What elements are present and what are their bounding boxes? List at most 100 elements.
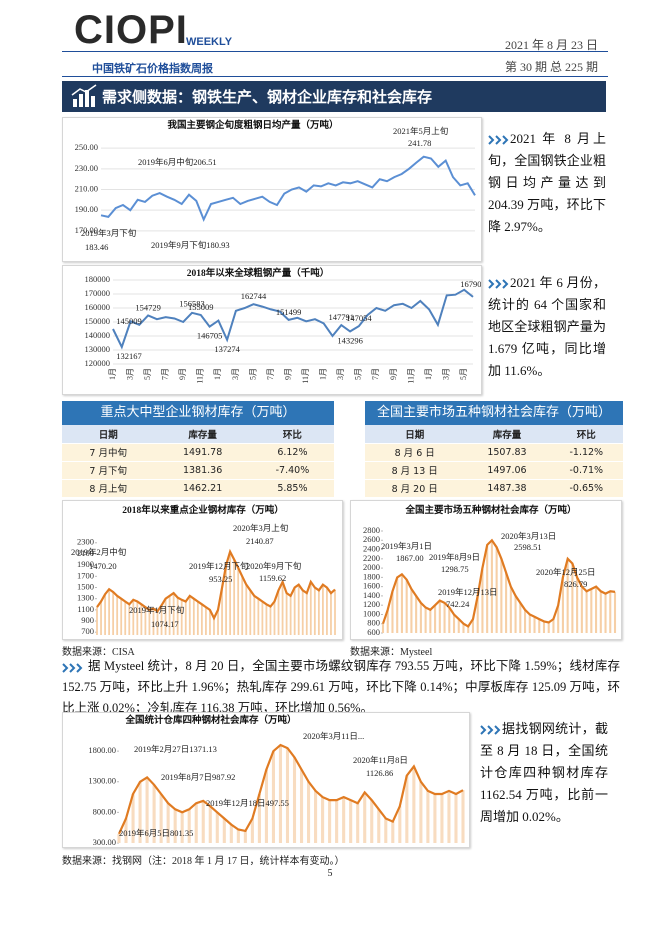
annotation: 2020年3月13日 (501, 531, 556, 541)
bar (140, 604, 143, 635)
annotation: 2019年9月下旬180.93 (151, 240, 230, 250)
annotation: 2019年2月中旬 (71, 547, 126, 557)
cell: 7 月中旬 (62, 443, 155, 462)
bar (301, 590, 304, 635)
chart-box: 全国统计仓库四种钢材社会库存（万吨） 300.00 800.00 1300.00 180… (62, 712, 470, 848)
bar (309, 581, 312, 635)
bar (481, 568, 484, 633)
bar (307, 781, 311, 843)
bar (434, 605, 437, 633)
bar (604, 593, 607, 633)
bar (391, 821, 395, 843)
bar (443, 602, 446, 633)
y-tick-label: 1500 (77, 581, 94, 591)
bar (580, 586, 583, 633)
bar (100, 601, 102, 635)
bar (585, 591, 588, 633)
bar (173, 809, 177, 843)
paragraph: 据 Mysteel 统计，8 月 20 日，全国主要市场螺纹钢库存 793.55… (62, 659, 620, 715)
bar (200, 604, 203, 635)
annotation: 1298.75 (441, 564, 469, 574)
bar (356, 803, 360, 843)
annotation: 183.46 (85, 242, 108, 252)
bar (542, 621, 546, 633)
bar (462, 623, 465, 633)
bar (461, 790, 465, 843)
bar (317, 590, 320, 635)
bar (217, 609, 219, 635)
x-tick-label: 11月 (406, 368, 415, 384)
data-label: 147054 (346, 313, 372, 323)
y-tick-label: 800 (367, 618, 380, 628)
bar (168, 595, 171, 635)
y-tick-label: 1000 (363, 608, 380, 618)
chart: 全国统计仓库四种钢材社会库存（万吨） 300.00 800.00 1300.00 180… (88, 714, 465, 847)
annotation: 2019年8月7日987.92 (161, 772, 235, 782)
chart-box: 我国主要钢企旬度粗钢日均产量（万吨） 170.00 190.00 210.00 230.… (62, 117, 482, 262)
bar (108, 589, 110, 635)
annotation: 2020年12月25日 (536, 567, 596, 577)
line-series (381, 538, 616, 628)
data-label: 151499 (276, 307, 302, 317)
y-tick-label: 900 (81, 615, 94, 625)
x-tick-label: 1月 (424, 368, 433, 380)
bar (386, 609, 389, 633)
bar (120, 598, 123, 635)
bar (349, 800, 353, 843)
bar (144, 607, 147, 635)
cell: 1507.83 (464, 443, 550, 462)
x-tick-label: 11月 (301, 368, 310, 384)
bar (236, 829, 240, 843)
bar (533, 616, 536, 633)
x-tick-label: 3月 (125, 368, 134, 380)
annotation: 2019年3月下旬 (81, 228, 136, 238)
x-tick-label: 9月 (389, 368, 398, 380)
x-tick-label: 3月 (336, 368, 345, 380)
y-tick-label: 1300.00 (88, 776, 116, 786)
bar (164, 598, 167, 635)
side-note: 2021 年 6 月份，统计的 64 个国家和地区全球粗钢产量为 1.679 亿… (488, 275, 606, 378)
bar (330, 593, 332, 635)
chevron-icon (488, 279, 509, 289)
bar (285, 593, 288, 635)
logo: CIOPI (74, 8, 188, 52)
bar (561, 577, 564, 633)
bar (257, 794, 261, 843)
bar (293, 587, 296, 635)
bar (609, 591, 612, 633)
bar (363, 792, 367, 843)
table-body: 日期 库存量 环比 7 月中旬 1491.78 6.12% 7 月下旬 1381.36 -7… (62, 425, 334, 498)
x-tick-label: 9月 (283, 368, 292, 380)
bar (264, 769, 268, 843)
annotation: 2020年3月上旬 (233, 523, 288, 533)
bar (415, 595, 418, 633)
bar (145, 777, 149, 843)
annotation: 2020年9月下旬 (246, 561, 301, 571)
y-tick-label: 1600 (363, 581, 380, 591)
bar (377, 809, 381, 843)
th: 库存量 (464, 425, 550, 444)
bar (124, 818, 128, 843)
y-tick-label: 130000 (85, 344, 111, 354)
y-tick-label: 120000 (85, 358, 111, 368)
annotation: 2020年11月8日 (353, 755, 408, 765)
annotation: 2019年6月5日801.35 (119, 828, 193, 838)
bar (342, 797, 346, 843)
chart-title: 2018年以来重点企业钢材库存（万吨） (122, 504, 284, 516)
bar (152, 608, 155, 635)
chevron-icon (480, 725, 501, 735)
data-label: 143296 (337, 335, 363, 345)
line-series (112, 288, 474, 350)
bar (381, 623, 385, 633)
y-tick-label: 1800.00 (88, 745, 116, 755)
bar (370, 800, 374, 843)
cell: 5.85% (250, 479, 334, 498)
x-tick-label: 7月 (371, 368, 380, 380)
line-series (117, 743, 464, 835)
cell: 1491.78 (154, 443, 251, 462)
annotation: 1159.62 (259, 573, 286, 583)
cell: -0.65% (549, 479, 623, 498)
x-tick-label: 11月 (196, 368, 205, 384)
